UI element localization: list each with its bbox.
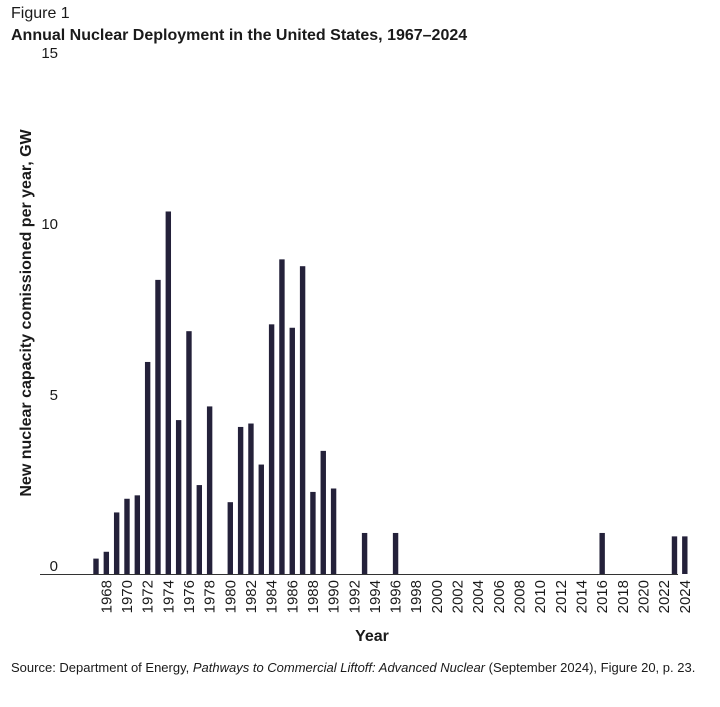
bar-1970 bbox=[124, 498, 130, 574]
x-tick-label: 1986 bbox=[284, 580, 301, 613]
x-tick-label: 1990 bbox=[326, 580, 343, 613]
bar-1983 bbox=[258, 464, 264, 574]
bar-1977 bbox=[196, 485, 202, 574]
x-axis-title: Year bbox=[355, 628, 389, 645]
bar-1981 bbox=[237, 426, 244, 574]
x-tick-label: 1998 bbox=[408, 580, 425, 613]
bar-1972 bbox=[144, 361, 151, 574]
x-tick-label: 1994 bbox=[367, 580, 384, 613]
x-tick-label: 1968 bbox=[98, 580, 115, 613]
bar-1978 bbox=[206, 406, 213, 574]
bar-1990 bbox=[330, 488, 337, 574]
bar-1989 bbox=[320, 450, 326, 574]
bar-1996 bbox=[392, 532, 399, 574]
x-tick-label: 2002 bbox=[450, 580, 467, 613]
bar-1973 bbox=[155, 279, 161, 574]
x-tick-label: 2018 bbox=[615, 580, 632, 613]
bar-1976 bbox=[186, 331, 192, 574]
x-tick-label: 2004 bbox=[470, 580, 487, 613]
bar-2016 bbox=[599, 532, 605, 574]
x-tick-label: 2000 bbox=[429, 580, 446, 613]
bar-1974 bbox=[165, 211, 172, 575]
y-tick-label: 5 bbox=[50, 387, 58, 404]
x-tick-label: 2016 bbox=[594, 580, 611, 613]
x-axis-ticks: 1968 1970 1972 1974 1976 1978 1980 1982 1984 1986… bbox=[98, 580, 693, 613]
bar-1975 bbox=[175, 420, 182, 574]
source-note: Source: Department of Energy, Pathways t… bbox=[11, 659, 711, 677]
source-report-title: Pathways to Commercial Liftoff: Advanced… bbox=[192, 660, 486, 675]
x-tick-label: 1996 bbox=[388, 580, 405, 613]
chart-title: Annual Nuclear Deployment in the United … bbox=[11, 27, 468, 44]
x-tick-label: 2022 bbox=[656, 580, 673, 613]
x-tick-label: 2010 bbox=[532, 580, 549, 613]
bar-1987 bbox=[299, 266, 306, 574]
source-suffix: (September 2024), Figure 20, p. 23. bbox=[485, 660, 696, 675]
bar-1988 bbox=[310, 491, 316, 574]
bar-1982 bbox=[248, 423, 254, 574]
x-tick-label: 1974 bbox=[160, 580, 177, 613]
x-tick-label: 1980 bbox=[222, 580, 239, 613]
y-axis-title: New nuclear capacity comissioned per yea… bbox=[18, 128, 35, 496]
y-axis-ticks: 0 5 10 15 bbox=[41, 45, 58, 575]
bar-2024 bbox=[682, 536, 688, 574]
x-tick-label: 1992 bbox=[346, 580, 363, 613]
source-prefix: Source: Department of Energy, bbox=[11, 660, 193, 675]
bar-1984 bbox=[268, 324, 275, 574]
y-tick-label: 10 bbox=[41, 216, 58, 233]
bar-1968 bbox=[103, 551, 110, 574]
x-tick-label: 1982 bbox=[243, 580, 260, 613]
x-tick-label: 1984 bbox=[264, 580, 281, 613]
x-tick-label: 1972 bbox=[140, 580, 157, 613]
bar-1986 bbox=[289, 327, 295, 574]
bar-1967 bbox=[93, 558, 99, 574]
x-tick-label: 2006 bbox=[491, 580, 508, 613]
x-tick-label: 1970 bbox=[119, 580, 136, 613]
x-tick-label: 1976 bbox=[181, 580, 198, 613]
y-tick-label: 15 bbox=[41, 45, 58, 62]
bar-1985 bbox=[279, 259, 285, 574]
x-tick-label: 2020 bbox=[635, 580, 652, 613]
figure-label: Figure 1 bbox=[11, 5, 70, 22]
x-tick-label: 2012 bbox=[553, 580, 570, 613]
bar-1980 bbox=[227, 502, 233, 574]
x-tick-label: 2008 bbox=[512, 580, 529, 613]
bar-1993 bbox=[361, 532, 368, 574]
x-tick-label: 1978 bbox=[202, 580, 219, 613]
x-tick-label: 1988 bbox=[305, 580, 322, 613]
bars bbox=[93, 211, 688, 575]
bar-1971 bbox=[134, 495, 141, 574]
y-tick-label: 0 bbox=[50, 558, 58, 575]
x-tick-label: 2014 bbox=[574, 580, 591, 613]
bar-2023 bbox=[671, 536, 678, 574]
x-tick-label: 2024 bbox=[677, 580, 694, 613]
bar-1969 bbox=[113, 512, 120, 574]
